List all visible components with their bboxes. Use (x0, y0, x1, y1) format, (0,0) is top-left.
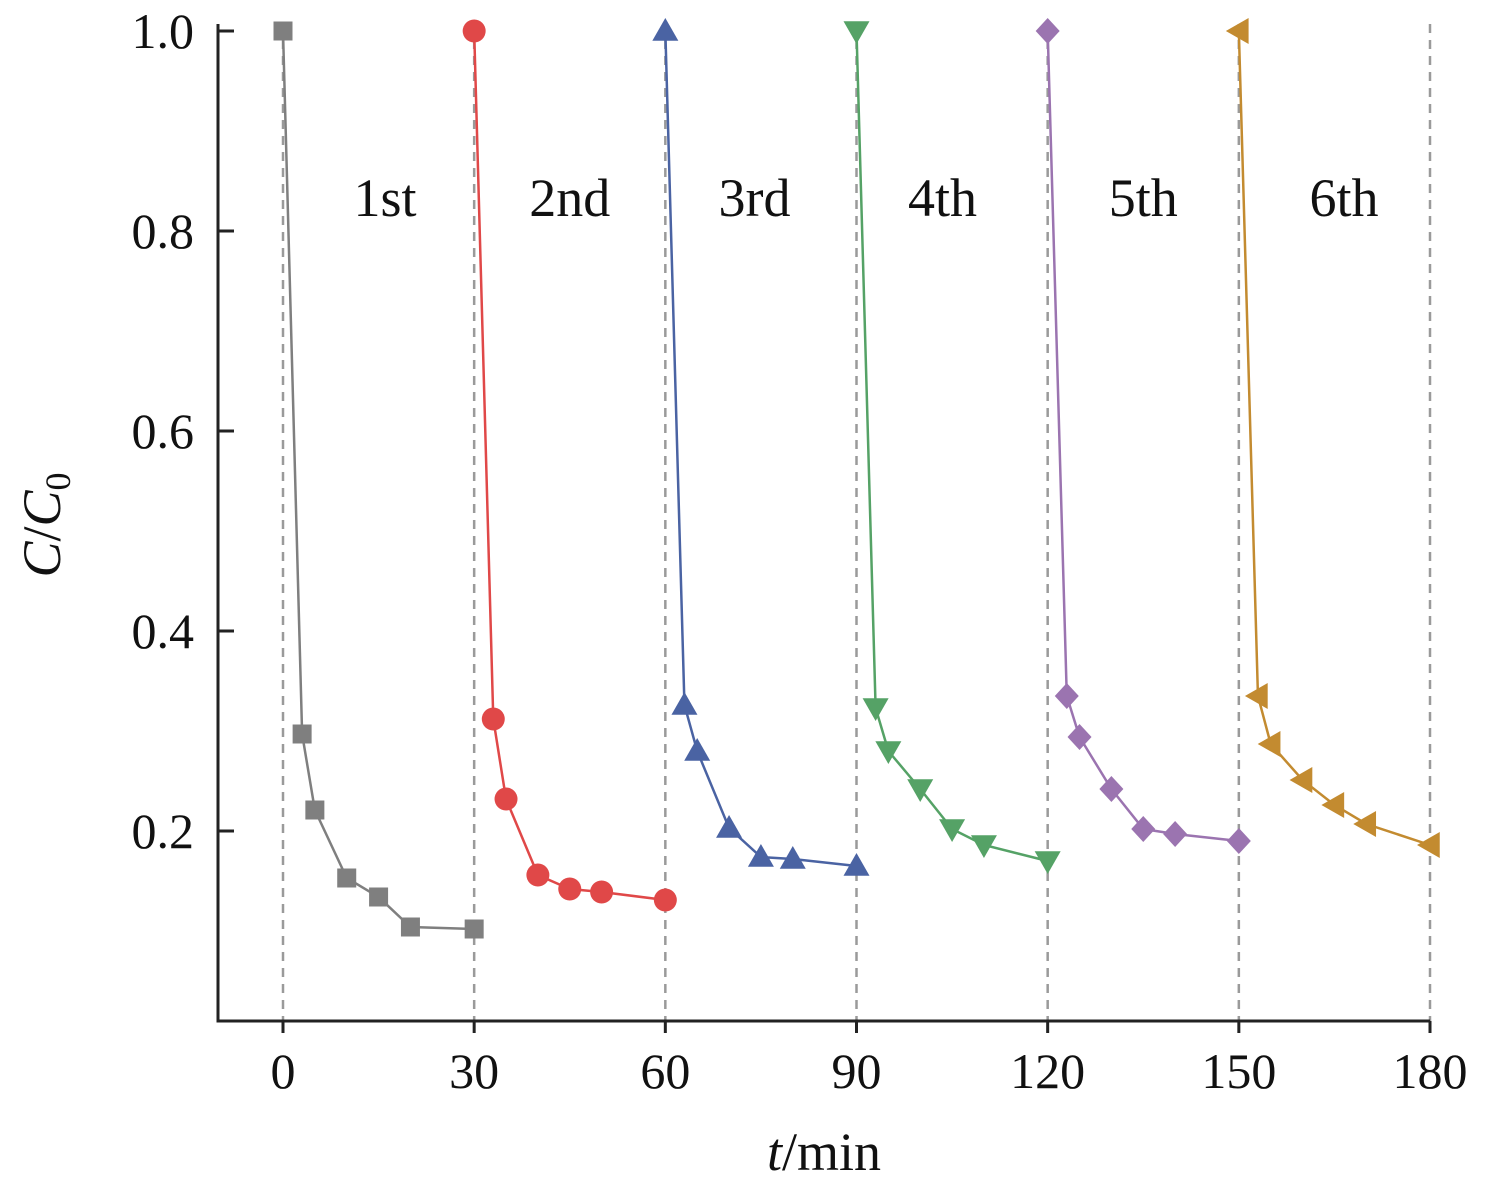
data-point (1067, 724, 1092, 750)
series-line (472, 30, 666, 902)
series-line (281, 30, 475, 931)
y-tick-label: 0.6 (132, 403, 195, 459)
ticks: 0 30 60 90 120 150 180 0.2 0.4 0.6 0.8 1.0 (132, 3, 1468, 1099)
data-point (747, 844, 774, 867)
cycle-label: 6th (1309, 168, 1378, 228)
x-tick-label: 180 (1393, 1043, 1468, 1099)
cycle-label: 3rd (719, 168, 791, 228)
data-point (716, 815, 743, 838)
series-group (273, 18, 1440, 939)
data-point (273, 21, 293, 41)
data-point (590, 880, 614, 904)
axes (216, 24, 1430, 1023)
data-point (1321, 792, 1345, 818)
data-point (462, 19, 486, 43)
data-point (464, 919, 484, 939)
vertical-dashed-lines (281, 24, 1432, 1021)
series-3 (652, 18, 870, 876)
series-line (855, 30, 1048, 863)
data-point (1034, 851, 1061, 874)
data-point (907, 779, 934, 802)
data-point (558, 877, 582, 901)
data-point (671, 692, 698, 715)
x-tick-label: 0 (271, 1043, 296, 1099)
data-point (1163, 821, 1188, 847)
x-tick-label: 60 (640, 1043, 690, 1099)
y-tick-label: 1.0 (132, 3, 195, 59)
data-point (1226, 828, 1251, 854)
x-tick-label: 120 (1010, 1043, 1085, 1099)
x-tick-label: 90 (832, 1043, 882, 1099)
data-point (1353, 811, 1377, 837)
data-point (526, 863, 550, 887)
data-point (684, 738, 711, 761)
y-axis-title: C/C0 (12, 472, 78, 577)
data-point (862, 698, 889, 721)
data-point (369, 887, 389, 907)
data-point (1054, 683, 1079, 709)
series-4 (843, 21, 1061, 874)
x-tick-label: 30 (449, 1043, 499, 1099)
data-point (400, 917, 420, 937)
data-point (843, 21, 870, 44)
data-point (970, 835, 997, 858)
data-point (779, 846, 806, 869)
data-point (1244, 683, 1268, 709)
cycle-label: 1st (353, 168, 416, 228)
data-point (1289, 767, 1313, 793)
y-tick-label: 0.4 (132, 603, 195, 659)
x-axis-title: t/min (767, 1122, 881, 1182)
data-point (939, 819, 966, 842)
series-line (1237, 30, 1431, 847)
cycle-label: 5th (1109, 168, 1178, 228)
data-point (653, 888, 677, 912)
data-point (1225, 18, 1249, 44)
data-point (652, 18, 679, 41)
data-point (1257, 731, 1281, 757)
y-tick-label: 0.8 (132, 203, 195, 259)
data-point (843, 853, 870, 876)
series-1 (273, 21, 484, 939)
data-point (1035, 18, 1060, 44)
data-point (305, 800, 325, 820)
data-point (1131, 816, 1156, 842)
cycle-labels: 1st 2nd 3rd 4th 5th 6th (353, 168, 1378, 228)
cycle-label: 2nd (529, 168, 610, 228)
data-point (1417, 832, 1440, 858)
series-5 (1035, 18, 1251, 854)
cycle-label: 4th (908, 168, 977, 228)
series-6 (1225, 18, 1440, 858)
data-point (481, 707, 505, 731)
series-line (1046, 30, 1239, 843)
data-point (494, 787, 518, 811)
data-point (337, 868, 357, 888)
x-tick-label: 150 (1201, 1043, 1276, 1099)
data-point (1099, 776, 1124, 802)
series-line (664, 30, 857, 868)
data-point (875, 741, 902, 764)
y-tick-label: 0.2 (132, 803, 195, 859)
data-point (292, 724, 312, 744)
series-2 (462, 19, 677, 912)
